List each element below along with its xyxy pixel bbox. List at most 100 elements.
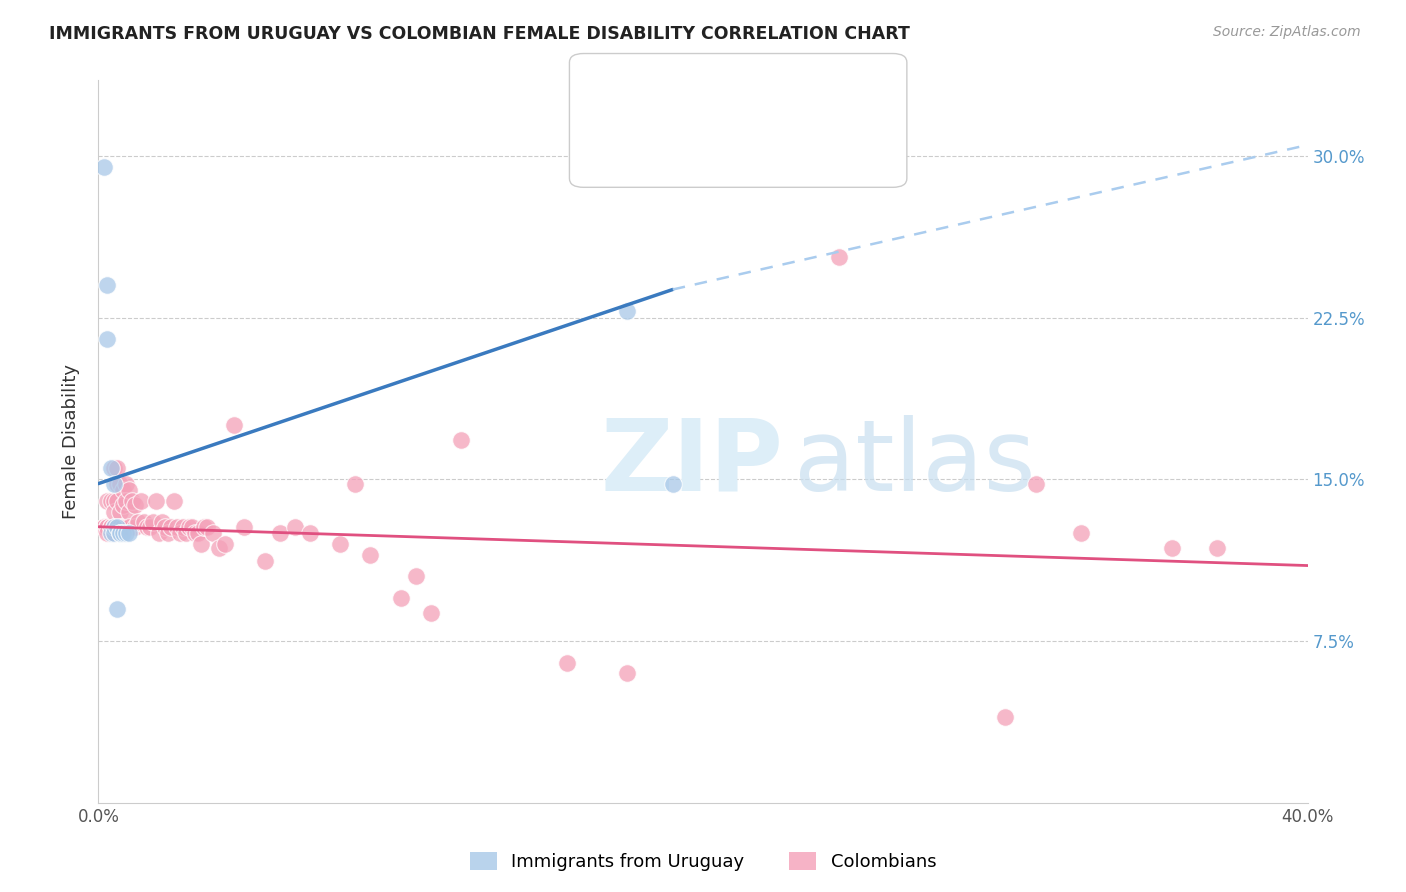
Point — [103, 520, 125, 534]
Text: -0.094: -0.094 — [675, 140, 740, 158]
Point — [105, 476, 128, 491]
Point — [1160, 541, 1182, 556]
Point — [114, 520, 136, 534]
Point — [93, 520, 115, 534]
Point — [118, 505, 141, 519]
Point — [105, 520, 128, 534]
Point — [105, 493, 128, 508]
Point — [329, 537, 352, 551]
Point — [156, 526, 179, 541]
Point — [108, 526, 131, 541]
Text: ZIP: ZIP — [600, 415, 783, 512]
Point — [232, 520, 254, 534]
Point — [111, 483, 134, 497]
Point — [108, 520, 131, 534]
Point — [208, 541, 231, 556]
Point — [145, 493, 167, 508]
Point — [994, 709, 1017, 723]
Legend: Immigrants from Uruguay, Colombians: Immigrants from Uruguay, Colombians — [463, 845, 943, 879]
Text: N =: N = — [731, 140, 783, 158]
Point — [179, 520, 201, 534]
Point — [135, 520, 157, 534]
Point — [100, 461, 122, 475]
Point — [163, 493, 186, 508]
Point — [420, 606, 443, 620]
Point — [148, 526, 170, 541]
Text: 0.369: 0.369 — [675, 87, 738, 105]
Point — [169, 526, 191, 541]
Point — [187, 526, 209, 541]
Point — [269, 526, 291, 541]
Point — [111, 520, 134, 534]
Y-axis label: Female Disability: Female Disability — [62, 364, 80, 519]
Point — [166, 520, 188, 534]
Point — [214, 537, 236, 551]
Point — [142, 516, 165, 530]
Point — [100, 526, 122, 541]
Point — [103, 476, 125, 491]
Point — [1070, 526, 1092, 541]
Point — [405, 569, 427, 583]
Point — [103, 493, 125, 508]
Point — [111, 526, 134, 541]
Point — [108, 526, 131, 541]
Point — [96, 526, 118, 541]
Point — [114, 526, 136, 541]
Point — [96, 278, 118, 293]
Point — [103, 505, 125, 519]
Point — [1206, 541, 1229, 556]
Point — [172, 520, 194, 534]
Point — [153, 520, 176, 534]
Point — [616, 666, 638, 681]
Point — [114, 476, 136, 491]
Bar — [596, 85, 628, 116]
Point — [105, 601, 128, 615]
Point — [450, 434, 472, 448]
Point — [96, 520, 118, 534]
Point — [124, 498, 146, 512]
Point — [96, 520, 118, 534]
Point — [139, 520, 162, 534]
Point — [828, 250, 851, 264]
Point — [174, 526, 197, 541]
Point — [190, 537, 212, 551]
Point — [284, 520, 307, 534]
Point — [105, 461, 128, 475]
Point — [103, 461, 125, 475]
Point — [121, 493, 143, 508]
Point — [181, 520, 204, 534]
Text: IMMIGRANTS FROM URUGUAY VS COLOMBIAN FEMALE DISABILITY CORRELATION CHART: IMMIGRANTS FROM URUGUAY VS COLOMBIAN FEM… — [49, 25, 910, 43]
Text: R =: R = — [640, 87, 679, 105]
Point — [103, 526, 125, 541]
Point — [150, 516, 173, 530]
Text: R =: R = — [640, 140, 679, 158]
Point — [111, 498, 134, 512]
Point — [184, 526, 207, 541]
Point — [160, 520, 183, 534]
Point — [103, 520, 125, 534]
Point — [389, 591, 412, 605]
Point — [108, 505, 131, 519]
Point — [118, 520, 141, 534]
Point — [127, 516, 149, 530]
Point — [195, 520, 218, 534]
Point — [118, 526, 141, 541]
Point — [202, 526, 225, 541]
Point — [555, 656, 578, 670]
Point — [105, 520, 128, 534]
Text: 17: 17 — [770, 87, 796, 105]
Point — [93, 160, 115, 174]
Point — [1024, 476, 1046, 491]
Point — [96, 493, 118, 508]
Text: Source: ZipAtlas.com: Source: ZipAtlas.com — [1213, 25, 1361, 39]
Point — [299, 526, 322, 541]
Point — [96, 332, 118, 346]
Point — [360, 548, 382, 562]
Point — [224, 418, 246, 433]
Point — [344, 476, 367, 491]
Bar — [596, 133, 628, 165]
Point — [129, 493, 152, 508]
Point — [100, 520, 122, 534]
Point — [661, 476, 683, 491]
Point — [253, 554, 276, 568]
